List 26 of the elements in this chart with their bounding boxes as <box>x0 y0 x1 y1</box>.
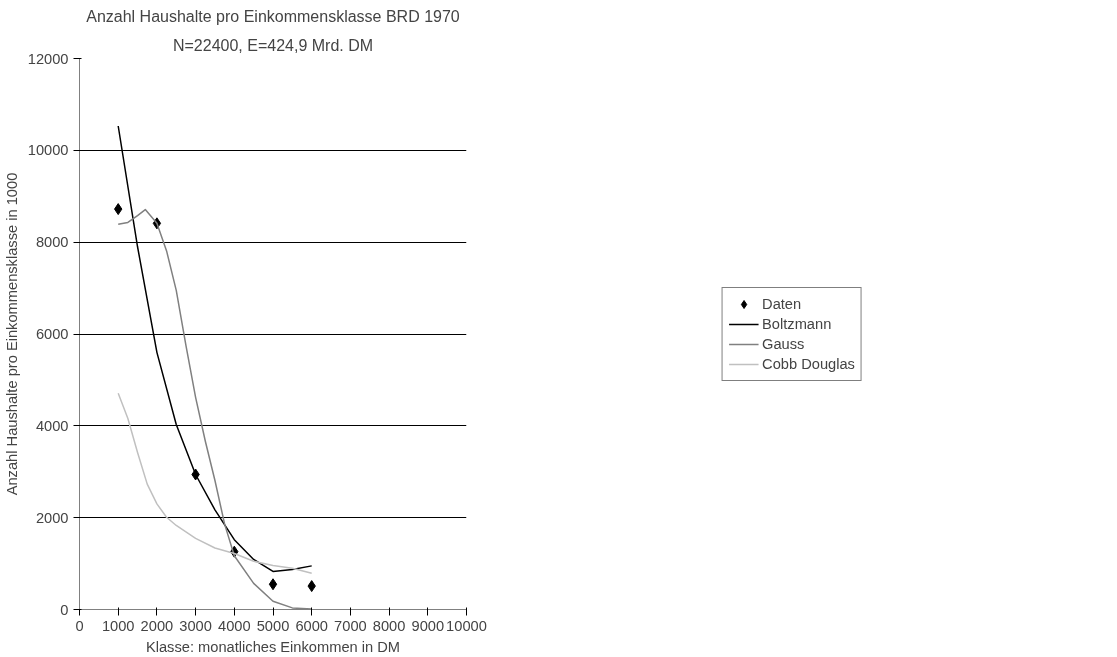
x-tick-label: 8000 <box>372 617 406 634</box>
x-tick-label: 6000 <box>295 617 329 634</box>
legend-label: Boltzmann <box>762 315 832 332</box>
x-tick-label: 5000 <box>256 617 290 634</box>
legend-label: Daten <box>762 295 802 312</box>
x-tick-label: 3000 <box>179 617 212 634</box>
x-tick-label: 4000 <box>218 617 251 634</box>
x-tick-label: 9000 <box>411 617 445 634</box>
legend-label: Cobb Douglas <box>762 355 855 372</box>
chart-subtitle: N=22400, E=424,9 Mrd. DM <box>172 36 374 54</box>
x-axis-title: Klasse: monatliches Einkommen in DM <box>145 638 401 655</box>
y-tick-label: 2000 <box>35 509 69 526</box>
x-tick-label: 10000 <box>446 617 487 634</box>
y-axis-title: Anzahl Haushalte pro Einkommensklasse in 1000 <box>3 172 20 496</box>
x-tick-label: 2000 <box>140 617 174 634</box>
y-tick-label: 6000 <box>35 326 69 342</box>
x-tick-label: 1000 <box>101 617 135 634</box>
y-tick-label: 10000 <box>27 142 69 159</box>
y-tick-label: 0 <box>60 601 69 618</box>
y-tick-label: 12000 <box>27 50 69 67</box>
x-tick-label: 0 <box>75 617 84 634</box>
chart-title: Anzahl Haushalte pro Einkommensklasse BRD 1970 <box>86 7 460 25</box>
x-tick-label: 7000 <box>334 617 367 634</box>
y-tick-label: 8000 <box>35 234 69 251</box>
legend-label: Gauss <box>762 335 805 352</box>
y-tick-label: 4000 <box>35 417 69 434</box>
